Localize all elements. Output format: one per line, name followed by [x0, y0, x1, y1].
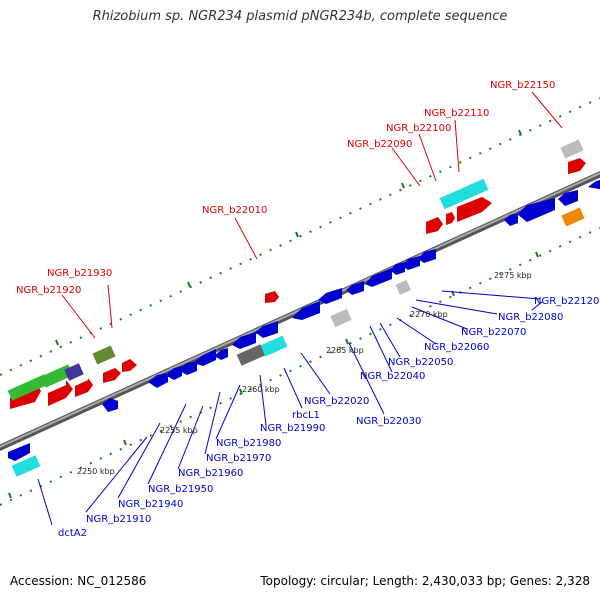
gene-arrow[interactable]	[232, 332, 256, 349]
gene-arrow[interactable]	[255, 321, 278, 338]
gene-label[interactable]: rbcL1	[292, 410, 320, 421]
gene-arrow[interactable]	[75, 378, 93, 397]
gene-block[interactable]	[439, 178, 489, 210]
gene-label[interactable]: NGR_b22150	[490, 80, 555, 91]
gene-arrow[interactable]	[346, 281, 364, 295]
gene-block[interactable]	[64, 363, 84, 381]
gene-arrow[interactable]	[390, 262, 405, 275]
gene-label[interactable]: NGR_b22080	[498, 312, 563, 323]
gene-label[interactable]: NGR_b21990	[260, 423, 325, 434]
gene-label[interactable]: NGR_b22030	[356, 416, 421, 427]
gene-arrow[interactable]	[165, 366, 182, 380]
scale-label: 2250 kbp	[77, 467, 115, 476]
gene-block[interactable]	[561, 207, 585, 227]
gene-label[interactable]: NGR_b22060	[424, 342, 489, 353]
gene-arrow[interactable]	[402, 256, 420, 270]
scale-label: 2275 kbp	[494, 271, 532, 280]
genome-summary-text: Topology: circular; Length: 2,430,033 bp…	[260, 574, 590, 588]
gene-label[interactable]: NGR_b22110	[424, 108, 489, 119]
gene-label[interactable]: NGR_b22040	[360, 371, 425, 382]
gene-labels-top: NGR_b21920 NGR_b21930 NGR_b22010 NGR_b22…	[16, 80, 555, 296]
gene-label[interactable]: NGR_b21940	[118, 499, 183, 510]
tick-marks-major	[8, 129, 539, 499]
gene-arrow[interactable]	[214, 348, 228, 360]
map-title: Rhizobium sp. NGR234 plasmid pNGR234b, c…	[92, 9, 508, 24]
gene-label[interactable]: NGR_b22050	[388, 357, 453, 368]
gene-label[interactable]: dctA2	[58, 528, 87, 539]
gene-arrow[interactable]	[418, 249, 436, 263]
scale-label: 2255 kbp	[160, 426, 198, 435]
scale-label: 2270 kbp	[410, 310, 448, 319]
gene-block[interactable]	[11, 455, 41, 477]
gene-arrow[interactable]	[48, 380, 73, 406]
gene-label[interactable]: NGR_b21960	[178, 468, 243, 479]
genes-forward	[7, 139, 586, 409]
gene-arrow[interactable]	[504, 213, 518, 226]
gene-block[interactable]	[260, 335, 288, 357]
leader-lines-red	[61, 91, 563, 339]
gene-label[interactable]: NGR_b21910	[86, 514, 151, 525]
gene-label[interactable]: NGR_b21950	[148, 484, 213, 495]
genes-reverse	[8, 179, 600, 477]
gene-block[interactable]	[236, 344, 266, 366]
gene-label[interactable]: NGR_b22070	[461, 327, 526, 338]
gene-arrow[interactable]	[148, 373, 168, 388]
gene-arrow[interactable]	[318, 288, 342, 304]
gene-arrow[interactable]	[8, 443, 30, 461]
gene-arrow[interactable]	[365, 268, 392, 287]
gene-arrow[interactable]	[102, 398, 118, 412]
gene-arrow[interactable]	[446, 212, 455, 225]
gene-block[interactable]	[92, 345, 116, 365]
gene-arrow[interactable]	[426, 217, 443, 234]
gene-label[interactable]: NGR_b22020	[304, 396, 369, 407]
gene-arrow[interactable]	[178, 361, 197, 375]
gene-block[interactable]	[560, 139, 584, 159]
gene-arrow[interactable]	[103, 368, 121, 383]
gene-arrow[interactable]	[558, 190, 578, 206]
gene-arrow[interactable]	[193, 349, 216, 366]
gene-label[interactable]: NGR_b21920	[16, 285, 81, 296]
gene-arrow[interactable]	[122, 359, 137, 372]
gene-block[interactable]	[395, 279, 411, 295]
tick-tracks	[0, 97, 600, 506]
gene-label[interactable]: NGR_b22010	[202, 205, 267, 216]
gene-arrow[interactable]	[265, 291, 279, 303]
gene-labels-bottom: dctA2 NGR_b21910 NGR_b21940 NGR_b21950 N…	[58, 296, 599, 539]
gene-arrow[interactable]	[517, 198, 555, 222]
gene-label[interactable]: NGR_b21980	[216, 438, 281, 449]
scale-label: 2260 kbp	[242, 385, 280, 394]
gene-label[interactable]: NGR_b22120	[534, 296, 599, 307]
gene-arrow[interactable]	[457, 197, 492, 222]
scale-label: 2265 kbp	[326, 346, 364, 355]
gene-arrow[interactable]	[588, 179, 600, 190]
gene-label[interactable]: NGR_b21970	[206, 453, 271, 464]
gene-arrow[interactable]	[568, 158, 586, 174]
leader-lines-blue	[37, 290, 543, 526]
gene-block[interactable]	[7, 374, 49, 401]
gene-label[interactable]: NGR_b22100	[386, 123, 451, 134]
gene-block[interactable]	[330, 308, 352, 328]
accession-text: Accession: NC_012586	[10, 574, 147, 588]
gene-label[interactable]: NGR_b21930	[47, 268, 112, 279]
gene-label[interactable]: NGR_b22090	[347, 139, 412, 150]
gene-arrow[interactable]	[292, 301, 320, 320]
